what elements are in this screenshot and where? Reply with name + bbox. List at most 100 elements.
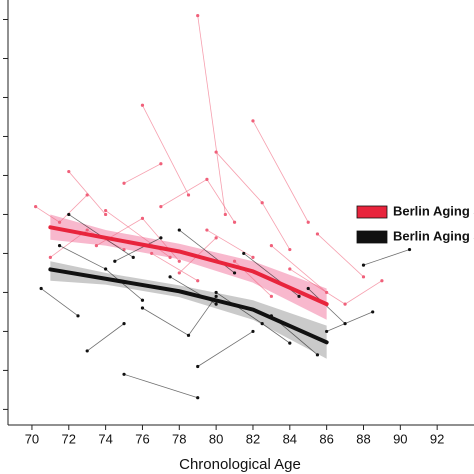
data-point xyxy=(251,119,255,123)
legend-label: Berlin Aging S xyxy=(393,228,474,243)
trajectory-line xyxy=(40,288,79,317)
data-point xyxy=(306,220,310,224)
data-point xyxy=(325,329,329,334)
data-point xyxy=(159,236,163,240)
data-point xyxy=(186,333,191,337)
data-point xyxy=(343,302,347,306)
data-point xyxy=(140,103,145,107)
trajectory-line xyxy=(114,237,162,262)
data-point xyxy=(214,236,218,240)
x-tick-label: 88 xyxy=(356,431,370,446)
data-point xyxy=(57,244,62,248)
trajectory-line xyxy=(252,120,309,223)
data-point xyxy=(196,364,200,369)
data-point xyxy=(104,208,108,213)
x-tick-label: 90 xyxy=(393,431,407,446)
data-point xyxy=(196,13,200,18)
x-tick-label: 72 xyxy=(62,431,76,446)
data-point xyxy=(407,247,412,252)
data-point xyxy=(168,255,172,259)
data-point xyxy=(288,341,292,345)
trajectory-line xyxy=(86,323,125,352)
x-tick-label: 84 xyxy=(283,431,297,446)
x-tick-label: 82 xyxy=(246,431,260,446)
data-point xyxy=(288,247,292,252)
data-point xyxy=(177,271,181,275)
data-point xyxy=(315,353,320,357)
data-point xyxy=(269,244,273,248)
data-point xyxy=(214,294,218,298)
trajectory-line xyxy=(197,15,226,215)
confidence-band xyxy=(50,261,327,359)
trajectory-line xyxy=(326,311,373,332)
trajectory-line xyxy=(123,163,162,184)
data-point xyxy=(48,255,52,259)
data-point xyxy=(150,251,154,256)
x-tick-label: 70 xyxy=(25,431,39,446)
data-point xyxy=(85,349,89,353)
data-point xyxy=(67,212,71,217)
data-point xyxy=(306,286,310,291)
data-point xyxy=(205,228,209,232)
data-point xyxy=(196,396,200,400)
data-point xyxy=(177,228,181,232)
legend-swatch xyxy=(356,205,388,219)
data-point xyxy=(371,310,375,314)
data-point xyxy=(94,244,99,248)
data-point xyxy=(104,212,108,217)
trajectory-line xyxy=(206,229,254,258)
data-point xyxy=(214,150,218,154)
trajectory-line xyxy=(151,253,198,282)
data-point xyxy=(361,263,366,267)
trajectory-line xyxy=(363,249,410,266)
x-tick-label: 92 xyxy=(430,431,444,446)
data-point xyxy=(361,275,366,279)
x-tick-label: 78 xyxy=(172,431,186,446)
legend-label: Berlin Aging S xyxy=(393,203,474,218)
data-point xyxy=(57,220,62,224)
data-point xyxy=(122,372,126,376)
data-point xyxy=(168,275,172,279)
data-point xyxy=(269,294,273,298)
data-point xyxy=(177,259,181,263)
data-point xyxy=(76,314,80,318)
x-tick-label: 74 xyxy=(98,431,112,446)
trajectory-line xyxy=(197,331,254,367)
data-point xyxy=(34,205,38,209)
data-point xyxy=(122,322,126,326)
data-point xyxy=(140,306,145,310)
data-point xyxy=(140,298,145,302)
data-point xyxy=(104,267,108,271)
data-point xyxy=(214,290,218,295)
data-point xyxy=(297,294,301,298)
data-point xyxy=(242,251,246,256)
data-point xyxy=(85,228,89,232)
trajectory-line xyxy=(215,151,291,250)
x-tick-label: 86 xyxy=(319,431,333,446)
trajectory-line xyxy=(317,233,364,278)
data-point xyxy=(251,255,255,259)
data-point xyxy=(288,267,292,271)
data-point xyxy=(251,329,255,334)
trajectory-line xyxy=(123,373,198,399)
data-point xyxy=(260,322,264,326)
data-point xyxy=(159,162,163,166)
data-point xyxy=(232,271,237,275)
trajectory-line xyxy=(68,171,106,215)
trend-line xyxy=(48,267,329,345)
data-point xyxy=(196,279,200,283)
trajectory-line xyxy=(142,105,189,196)
legend-swatch xyxy=(356,230,388,244)
data-point xyxy=(122,181,126,185)
data-point xyxy=(260,201,264,205)
data-point xyxy=(140,216,145,220)
trajectory-line xyxy=(271,245,327,293)
data-point xyxy=(131,255,135,259)
data-point xyxy=(67,169,71,174)
data-point xyxy=(205,177,209,181)
data-point xyxy=(39,286,43,291)
data-point xyxy=(380,279,384,283)
data-point xyxy=(223,212,227,217)
